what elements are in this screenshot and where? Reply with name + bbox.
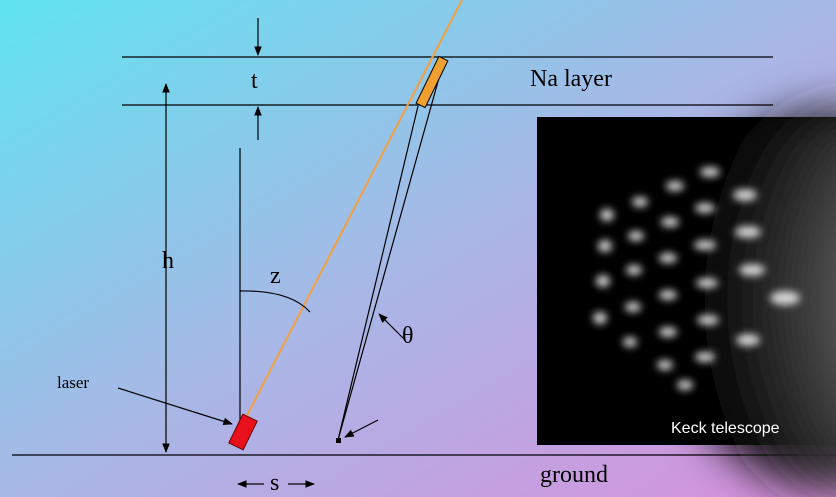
photo: Keck telescope — [537, 110, 836, 490]
laser-label: laser — [57, 373, 89, 392]
h-label: h — [162, 248, 174, 274]
t-label: t — [251, 68, 258, 94]
subaperture-mark — [336, 438, 341, 443]
ground-label: ground — [540, 462, 608, 488]
na-layer-label: Na layer — [530, 66, 612, 92]
diagram: t Na layer h z θ laser subaperture groun… — [0, 0, 836, 497]
z-label: z — [270, 263, 281, 289]
photo-caption: Keck telescope — [671, 420, 780, 437]
theta-label: θ — [402, 323, 414, 349]
s-label: s — [270, 470, 279, 496]
